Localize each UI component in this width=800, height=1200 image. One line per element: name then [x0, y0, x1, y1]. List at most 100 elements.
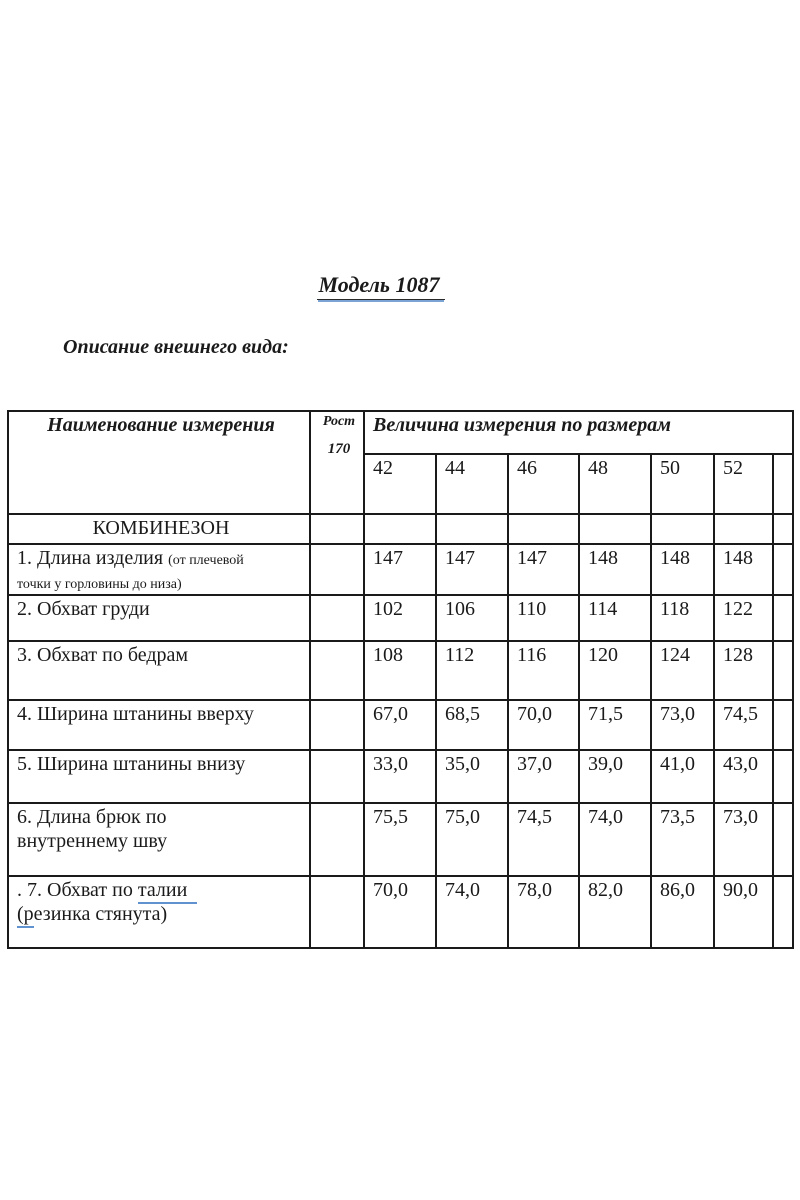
value-cell: 148 [713, 542, 774, 597]
table-row: 1. Длина изделия (от плечевой точки у го… [7, 542, 795, 597]
value-cell: 102 [363, 594, 437, 643]
value-cell: 90,0 [713, 875, 774, 950]
empty-cell [507, 513, 580, 545]
empty-cell [771, 749, 795, 805]
value-cell: 147 [435, 542, 509, 597]
value-cell: 74,5 [713, 699, 774, 752]
empty-cell [771, 875, 795, 950]
col-header-measurement-name: Наименование измерения [7, 410, 311, 515]
size-header-52: 52 [713, 453, 774, 515]
row-label-underlined-word: талии [137, 879, 198, 905]
value-cell: 37,0 [507, 749, 580, 805]
value-cell: 74,0 [578, 802, 652, 878]
empty-cell [713, 513, 774, 545]
empty-cell [771, 542, 795, 597]
value-cell: 67,0 [363, 699, 437, 752]
row-label-marked-chars: (р [17, 902, 34, 928]
value-cell: 148 [578, 542, 652, 597]
value-cell: 43,0 [713, 749, 774, 805]
value-cell: 71,5 [578, 699, 652, 752]
row-label: 1. Длина изделия (от плечевой точки у го… [7, 542, 311, 597]
value-cell: 41,0 [650, 749, 715, 805]
value-cell: 33,0 [363, 749, 437, 805]
row-label: 5. Ширина штанины внизу [7, 749, 311, 805]
table-row: 2. Обхват груди 102 106 110 114 118 122 [7, 594, 795, 643]
row-label-note-line1: (от плечевой [168, 553, 244, 568]
row-label: 4. Ширина штанины вверху [7, 699, 311, 752]
row-label-main: 1. Длина изделия [17, 547, 169, 569]
section-row: КОМБИНЕЗОН [7, 513, 795, 545]
empty-cell [309, 699, 365, 752]
height-value: 170 [327, 440, 351, 457]
value-cell: 147 [507, 542, 580, 597]
table-row: 5. Ширина штанины внизу 33,0 35,0 37,0 3… [7, 749, 795, 805]
value-cell: 74,0 [435, 875, 509, 950]
value-cell: 108 [363, 640, 437, 702]
value-cell: 75,0 [435, 802, 509, 878]
row-label-note-line2: точки у горловины до низа) [17, 576, 182, 592]
section-heading: Описание внешнего вида: [63, 336, 289, 358]
empty-cell [309, 640, 365, 702]
header-row-1: Наименование измерения Рост 170 Величина… [7, 410, 795, 515]
empty-cell [309, 749, 365, 805]
value-cell: 148 [650, 542, 715, 597]
height-label: Рост [322, 414, 356, 429]
empty-cell [650, 513, 715, 545]
row-label-line2-rest: езинка стянута) [33, 902, 168, 925]
col-header-height: Рост 170 [309, 410, 365, 515]
row-label: 3. Обхват по бедрам [7, 640, 311, 702]
page-title: Модель 1087 [0, 272, 762, 300]
value-cell: 74,5 [507, 802, 580, 878]
value-cell: 73,0 [650, 699, 715, 752]
value-cell: 68,5 [435, 699, 509, 752]
size-header-46: 46 [507, 453, 580, 515]
value-cell: 128 [713, 640, 774, 702]
empty-cell [309, 542, 365, 597]
size-header-50: 50 [650, 453, 715, 515]
empty-cell [363, 513, 437, 545]
value-cell: 120 [578, 640, 652, 702]
value-cell: 86,0 [650, 875, 715, 950]
value-cell: 73,5 [650, 802, 715, 878]
row-label-prefix: . 7. Обхват по [17, 879, 138, 902]
row-label-line1: 6. Длина брюк по [17, 806, 167, 829]
value-cell: 70,0 [363, 875, 437, 950]
value-cell: 112 [435, 640, 509, 702]
size-header-48: 48 [578, 453, 652, 515]
value-cell: 70,0 [507, 699, 580, 752]
value-cell: 116 [507, 640, 580, 702]
table-row: . 7. Обхват по талии (резинка стянута) 7… [7, 875, 795, 950]
value-cell: 124 [650, 640, 715, 702]
size-header-empty [771, 453, 795, 515]
value-cell: 73,0 [713, 802, 774, 878]
row-label-line2: внутреннему шву [17, 829, 168, 852]
empty-cell [309, 594, 365, 643]
value-cell: 110 [507, 594, 580, 643]
value-cell: 114 [578, 594, 652, 643]
table-row: 3. Обхват по бедрам 108 112 116 120 124 … [7, 640, 795, 702]
empty-cell [771, 640, 795, 702]
empty-cell [578, 513, 652, 545]
empty-cell [309, 802, 365, 878]
table-row: 6. Длина брюк по внутреннему шву 75,5 75… [7, 802, 795, 878]
col-header-sizes-title: Величина измерения по размерам [362, 410, 795, 455]
section-title: КОМБИНЕЗОН [7, 513, 311, 545]
value-cell: 82,0 [578, 875, 652, 950]
table-row: 4. Ширина штанины вверху 67,0 68,5 70,0 … [7, 699, 795, 752]
empty-cell [309, 875, 365, 950]
value-cell: 106 [435, 594, 509, 643]
value-cell: 122 [713, 594, 774, 643]
value-cell: 78,0 [507, 875, 580, 950]
measurements-table: Наименование измерения Рост 170 Величина… [7, 410, 795, 950]
value-cell: 118 [650, 594, 715, 643]
page-title-text: Модель 1087 [316, 272, 446, 300]
value-cell: 147 [363, 542, 437, 597]
empty-cell [309, 513, 365, 545]
size-header-42: 42 [363, 453, 437, 515]
row-label: 6. Длина брюк по внутреннему шву [7, 802, 311, 878]
empty-cell [771, 699, 795, 752]
value-cell: 35,0 [435, 749, 509, 805]
row-label: . 7. Обхват по талии (резинка стянута) [7, 875, 311, 950]
value-cell: 39,0 [578, 749, 652, 805]
empty-cell [771, 802, 795, 878]
